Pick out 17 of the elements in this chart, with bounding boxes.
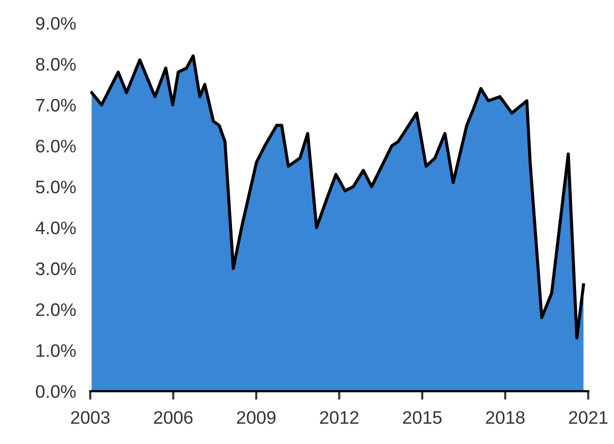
x-tick-label: 2012 (320, 411, 358, 424)
x-tick-label: 2018 (486, 411, 525, 424)
y-tick-label: 1.0% (36, 344, 76, 357)
x-tick-label: 2003 (71, 411, 110, 424)
y-tick-label: 0.0% (36, 385, 76, 398)
x-tick-label: 2021 (569, 411, 608, 424)
x-tick-label: 2015 (403, 411, 442, 424)
x-tick-label: 2006 (154, 411, 193, 424)
x-tick-label: 2009 (237, 411, 276, 424)
y-tick-label: 9.0% (36, 17, 76, 30)
y-tick-label: 5.0% (36, 180, 76, 194)
y-tick-label: 6.0% (36, 140, 76, 152)
y-tick-label: 2.0% (36, 303, 76, 316)
y-tick-label: 3.0% (36, 262, 76, 276)
y-tick-label: 8.0% (36, 58, 76, 71)
y-tick-label: 4.0% (36, 222, 76, 234)
y-tick-label: 7.0% (36, 98, 76, 112)
